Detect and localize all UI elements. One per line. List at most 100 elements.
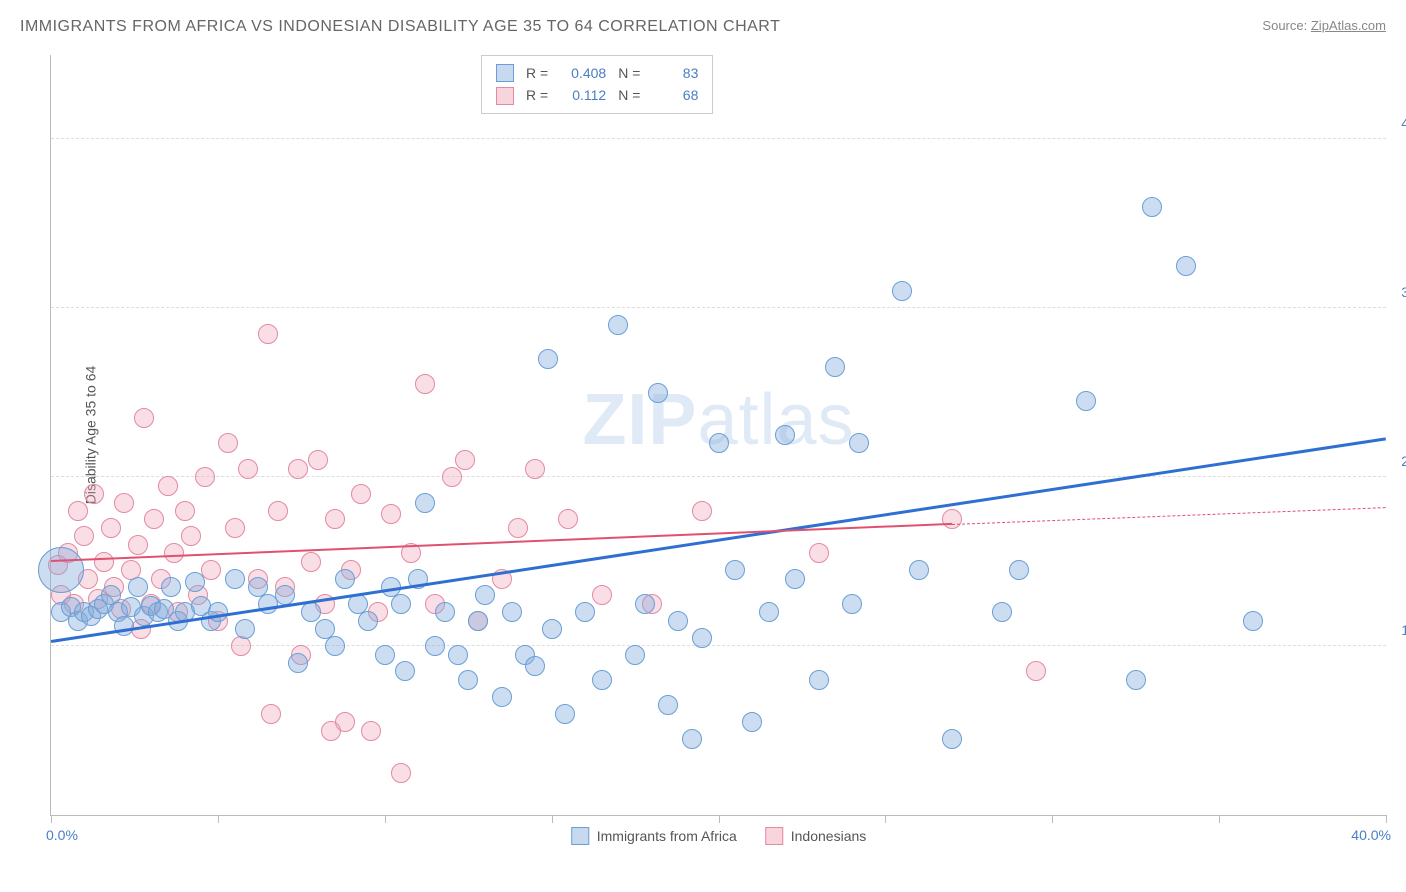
data-point: [391, 763, 411, 783]
data-point: [335, 712, 355, 732]
gridline: [51, 307, 1386, 308]
data-point: [128, 535, 148, 555]
data-point: [231, 636, 251, 656]
data-point: [475, 585, 495, 605]
data-point: [1009, 560, 1029, 580]
data-point: [648, 383, 668, 403]
data-point: [542, 619, 562, 639]
data-point: [692, 501, 712, 521]
data-point: [325, 636, 345, 656]
data-point: [288, 653, 308, 673]
data-point: [442, 467, 462, 487]
y-tick-label: 30.0%: [1401, 284, 1406, 300]
data-point: [538, 349, 558, 369]
data-point: [175, 501, 195, 521]
data-point: [592, 670, 612, 690]
data-point: [84, 484, 104, 504]
data-point: [301, 602, 321, 622]
data-point: [785, 569, 805, 589]
legend-row-africa: R = 0.408 N = 83: [496, 62, 698, 84]
data-point: [608, 315, 628, 335]
data-point: [709, 433, 729, 453]
data-point: [435, 602, 455, 622]
n-value-africa: 83: [652, 62, 698, 84]
n-label: N =: [618, 84, 640, 106]
data-point: [425, 636, 445, 656]
swatch-pink: [496, 87, 514, 105]
data-point: [809, 543, 829, 563]
x-tick: [552, 815, 553, 823]
data-point: [842, 594, 862, 614]
n-value-indonesians: 68: [652, 84, 698, 106]
legend-label-africa: Immigrants from Africa: [597, 828, 737, 844]
data-point: [1176, 256, 1196, 276]
data-point: [208, 602, 228, 622]
data-point: [238, 459, 258, 479]
source-label: Source:: [1262, 18, 1307, 33]
x-tick: [51, 815, 52, 823]
legend-row-indonesians: R = 0.112 N = 68: [496, 84, 698, 106]
x-tick: [218, 815, 219, 823]
data-point: [391, 594, 411, 614]
data-point: [468, 611, 488, 631]
data-point: [942, 509, 962, 529]
data-point: [809, 670, 829, 690]
data-point: [185, 572, 205, 592]
data-point: [134, 408, 154, 428]
data-point: [692, 628, 712, 648]
data-point: [288, 459, 308, 479]
data-point: [682, 729, 702, 749]
data-point: [558, 509, 578, 529]
data-point: [161, 577, 181, 597]
data-point: [455, 450, 475, 470]
data-point: [164, 543, 184, 563]
data-point: [1076, 391, 1096, 411]
data-point: [942, 729, 962, 749]
r-value-indonesians: 0.112: [560, 84, 606, 106]
y-tick-label: 20.0%: [1401, 453, 1406, 469]
data-point: [775, 425, 795, 445]
data-point: [525, 656, 545, 676]
data-point: [268, 501, 288, 521]
scatter-chart: Disability Age 35 to 64 ZIPatlas R = 0.4…: [50, 55, 1386, 816]
gridline: [51, 138, 1386, 139]
swatch-blue: [571, 827, 589, 845]
data-point: [335, 569, 355, 589]
data-point: [381, 504, 401, 524]
data-point: [261, 704, 281, 724]
x-tick-label: 0.0%: [46, 827, 78, 843]
data-point: [658, 695, 678, 715]
data-point: [235, 619, 255, 639]
data-point: [301, 552, 321, 572]
data-point: [555, 704, 575, 724]
gridline: [51, 645, 1386, 646]
data-point: [38, 547, 84, 593]
source-link[interactable]: ZipAtlas.com: [1311, 18, 1386, 33]
data-point: [635, 594, 655, 614]
data-point: [525, 459, 545, 479]
n-label: N =: [618, 62, 640, 84]
x-tick: [1386, 815, 1387, 823]
swatch-pink: [765, 827, 783, 845]
data-point: [759, 602, 779, 622]
data-point: [258, 324, 278, 344]
data-point: [575, 602, 595, 622]
data-point: [128, 577, 148, 597]
data-point: [1026, 661, 1046, 681]
data-point: [181, 526, 201, 546]
data-point: [325, 509, 345, 529]
data-point: [625, 645, 645, 665]
data-point: [375, 645, 395, 665]
data-point: [74, 526, 94, 546]
x-tick-label: 40.0%: [1351, 827, 1391, 843]
correlation-legend: R = 0.408 N = 83 R = 0.112 N = 68: [481, 55, 713, 114]
data-point: [992, 602, 1012, 622]
data-point: [225, 569, 245, 589]
data-point: [448, 645, 468, 665]
data-point: [68, 501, 88, 521]
data-point: [1243, 611, 1263, 631]
data-point: [1126, 670, 1146, 690]
legend-item-africa: Immigrants from Africa: [571, 827, 737, 845]
data-point: [358, 611, 378, 631]
r-label: R =: [526, 62, 548, 84]
